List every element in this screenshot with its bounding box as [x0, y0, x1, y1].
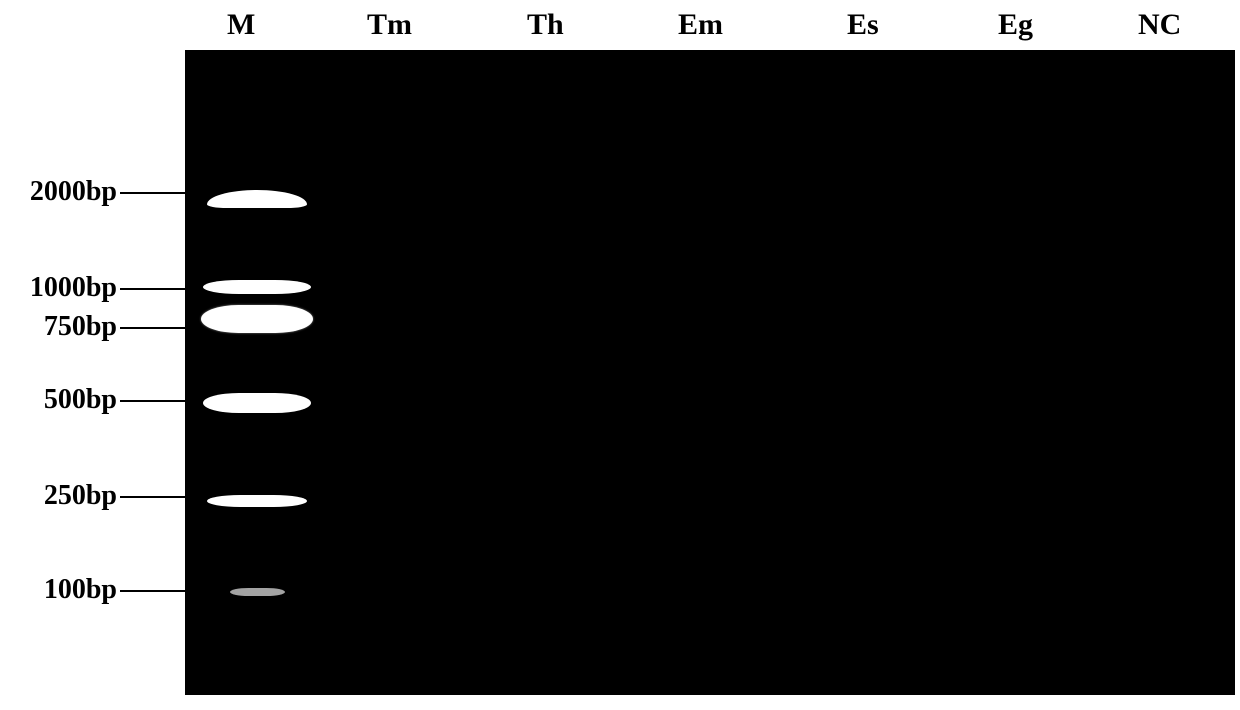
size-label-2000bp: 2000bp: [12, 176, 117, 208]
size-line-500bp: [120, 400, 185, 402]
lane-label-Th: Th: [527, 8, 564, 42]
band-250bp: [207, 495, 307, 507]
size-line-100bp: [120, 590, 185, 592]
band-750bp: [201, 305, 313, 333]
lane-label-Es: Es: [847, 8, 879, 42]
size-label-500bp: 500bp: [27, 384, 117, 416]
band-1000bp: [203, 280, 311, 294]
lane-label-Tm: Tm: [367, 8, 412, 42]
size-line-2000bp: [120, 192, 185, 194]
size-line-1000bp: [120, 288, 185, 290]
band-2000bp: [207, 190, 307, 208]
lane-label-M: M: [227, 8, 255, 42]
lane-labels-row: M Tm Th Em Es Eg NC: [0, 0, 1240, 50]
lane-label-Em: Em: [678, 8, 723, 42]
lane-label-Eg: Eg: [998, 8, 1033, 42]
size-label-1000bp: 1000bp: [12, 272, 117, 304]
lane-label-NC: NC: [1138, 8, 1181, 42]
size-label-750bp: 750bp: [27, 311, 117, 343]
band-500bp: [203, 393, 311, 413]
size-label-100bp: 100bp: [27, 574, 117, 606]
band-100bp: [230, 588, 285, 596]
gel-figure-container: M Tm Th Em Es Eg NC 2000bp 1000bp 750bp …: [0, 0, 1240, 710]
gel-image-region: [185, 50, 1235, 695]
size-label-250bp: 250bp: [27, 480, 117, 512]
size-line-250bp: [120, 496, 185, 498]
size-line-750bp: [120, 327, 185, 329]
